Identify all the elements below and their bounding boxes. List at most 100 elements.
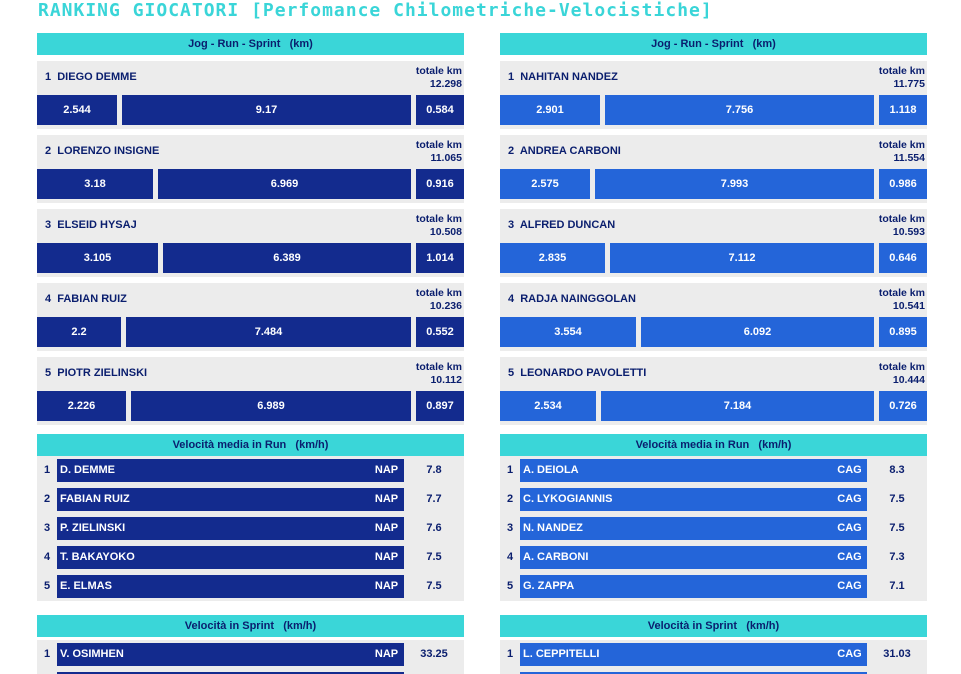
player-cell: FABIAN RUIZ NAP xyxy=(57,488,404,511)
run-speed-row: 2 C. LYKOGIANNIS CAG 7.5 xyxy=(500,485,927,514)
player-cell: A. CARBONI CAG xyxy=(520,546,867,569)
rank: 4 xyxy=(43,551,51,563)
jog-bar: 2.2 xyxy=(37,317,121,347)
km-bars: 2.575 7.993 0.986 xyxy=(500,169,927,199)
km-bars: 2.901 7.756 1.118 xyxy=(500,95,927,125)
player-cell: C. LYKOGIANNIS CAG xyxy=(520,488,867,511)
total-km: totale km 10.508 xyxy=(392,213,462,239)
player-name: D. DEMME xyxy=(60,464,115,476)
player-name: L. CEPPITELLI xyxy=(523,648,600,660)
player-name: 2 LORENZO INSIGNE xyxy=(45,145,160,157)
player-cell: D. DEMME NAP xyxy=(57,459,404,482)
run-speed-row: 4 A. CARBONI CAG 7.3 xyxy=(500,543,927,572)
player-km-header: 3 ELSEID HYSAJ totale km 10.508 xyxy=(37,209,464,243)
sprint-bar: 0.986 xyxy=(879,169,927,199)
speed-value: 8.3 xyxy=(889,464,905,476)
jog-bar: 2.534 xyxy=(500,391,596,421)
jog-bar: 2.226 xyxy=(37,391,126,421)
speed-value: 7.1 xyxy=(889,580,905,592)
team-code: CAG xyxy=(837,551,862,563)
player-km-row: 3 ALFRED DUNCAN totale km 10.593 2.835 7.112… xyxy=(500,209,927,277)
player-km-row: 5 LEONARDO PAVOLETTI totale km 10.444 2.534… xyxy=(500,357,927,425)
player-km-row: 4 FABIAN RUIZ totale km 10.236 2.2 7.484 0.55… xyxy=(37,283,464,351)
rank: 3 xyxy=(43,522,51,534)
run-speed-row: 3 N. NANDEZ CAG 7.5 xyxy=(500,514,927,543)
player-name: A. CARBONI xyxy=(523,551,589,563)
total-km-value: 11.554 xyxy=(893,152,925,164)
jog-bar: 2.575 xyxy=(500,169,590,199)
km-bars: 2.544 9.17 0.584 xyxy=(37,95,464,125)
player-name: T. BAKAYOKO xyxy=(60,551,135,563)
rank: 5 xyxy=(506,580,514,592)
sprint-bar: 0.895 xyxy=(879,317,927,347)
km-header: Jog - Run - Sprint (km) xyxy=(500,33,927,55)
player-cell: P. ZIELINSKI NAP xyxy=(57,517,404,540)
jog-bar: 2.544 xyxy=(37,95,117,125)
total-km-label: totale km xyxy=(415,139,462,151)
rank: 1 xyxy=(506,648,514,660)
speed-value: 33.25 xyxy=(420,648,448,660)
total-km-label: totale km xyxy=(878,361,925,373)
km-bars: 3.18 6.969 0.916 xyxy=(37,169,464,199)
sprint-header: Velocità in Sprint (km/h) xyxy=(37,615,464,637)
player-name: 3 ALFRED DUNCAN xyxy=(508,219,616,231)
total-km-value: 12.298 xyxy=(429,78,462,90)
speed-value: 7.3 xyxy=(889,551,905,563)
player-name: V. OSIMHEN xyxy=(60,648,124,660)
total-km-value: 10.541 xyxy=(892,300,925,312)
total-km: totale km 10.112 xyxy=(392,361,462,387)
player-km-row: 2 LORENZO INSIGNE totale km 11.065 3.18 6.96… xyxy=(37,135,464,203)
speed-value: 7.5 xyxy=(889,493,905,505)
total-km-value: 10.593 xyxy=(892,226,925,238)
player-km-header: 5 LEONARDO PAVOLETTI totale km 10.444 xyxy=(500,357,927,391)
player-km-row: 1 NAHITAN NANDEZ totale km 11.775 2.901 7.75… xyxy=(500,61,927,129)
total-km-label: totale km xyxy=(878,65,925,77)
sprint-bar: 0.897 xyxy=(416,391,464,421)
total-km-value: 11.065 xyxy=(430,152,462,164)
team-code: CAG xyxy=(837,464,862,476)
run-bar: 6.989 xyxy=(131,391,411,421)
speed-value: 7.7 xyxy=(426,493,442,505)
km-bars: 2.835 7.112 0.646 xyxy=(500,243,927,273)
player-cell: D. GODINCAG xyxy=(520,672,867,674)
sprint-bar: 0.552 xyxy=(416,317,464,347)
rank: 3 xyxy=(506,522,514,534)
jog-bar: 3.105 xyxy=(37,243,158,273)
run-speed-row: 3 P. ZIELINSKI NAP 7.6 xyxy=(37,514,464,543)
player-km-row: 5 PIOTR ZIELINSKI totale km 10.112 2.226 6.9… xyxy=(37,357,464,425)
player-name: 1 NAHITAN NANDEZ xyxy=(508,71,618,83)
sprint-speed-row: 1 L. CEPPITELLI CAG 31.03 xyxy=(500,640,927,669)
run-header: Velocità media in Run (km/h) xyxy=(500,434,927,456)
player-name: E. ELMAS xyxy=(60,580,112,592)
player-km-header: 4 FABIAN RUIZ totale km 10.236 xyxy=(37,283,464,317)
speed-value: 7.5 xyxy=(889,522,905,534)
run-list: 1 D. DEMME NAP 7.8 2 FABIAN RUIZ NAP 7.7 3 P. ZIE… xyxy=(37,456,464,601)
sprint-bar: 0.646 xyxy=(879,243,927,273)
speed-value: 31.03 xyxy=(867,669,927,674)
total-km-value: 10.444 xyxy=(892,374,925,386)
player-km-row: 4 RADJA NAINGGOLAN totale km 10.541 3.554 6.… xyxy=(500,283,927,351)
speed-value: 7.6 xyxy=(426,522,442,534)
total-km: totale km 10.236 xyxy=(392,287,462,313)
km-header: Jog - Run - Sprint (km) xyxy=(37,33,464,55)
total-km: totale km 10.593 xyxy=(855,213,925,239)
player-cell: V. OSIMHEN NAP xyxy=(57,643,404,666)
player-name: C. LYKOGIANNIS xyxy=(523,493,613,505)
player-name: 3 ELSEID HYSAJ xyxy=(45,219,137,231)
player-name: 5 PIOTR ZIELINSKI xyxy=(45,367,148,379)
player-cell: N. NANDEZ CAG xyxy=(520,517,867,540)
run-bar: 7.484 xyxy=(126,317,411,347)
player-name: A. DEIOLA xyxy=(523,464,579,476)
team-code: NAP xyxy=(374,522,399,534)
run-bar: 9.17 xyxy=(122,95,411,125)
total-km: totale km 12.298 xyxy=(392,65,462,91)
total-km-label: totale km xyxy=(878,139,925,151)
player-cell: L. CEPPITELLI CAG xyxy=(520,643,867,666)
player-name: 2 ANDREA CARBONI xyxy=(508,145,621,157)
sprint-bar: 0.584 xyxy=(416,95,464,125)
team-code: NAP xyxy=(374,580,399,592)
team-code: NAP xyxy=(374,551,399,563)
team-code: CAG xyxy=(837,580,862,592)
player-km-header: 1 NAHITAN NANDEZ totale km 11.775 xyxy=(500,61,927,95)
speed-value: 7.5 xyxy=(426,580,442,592)
